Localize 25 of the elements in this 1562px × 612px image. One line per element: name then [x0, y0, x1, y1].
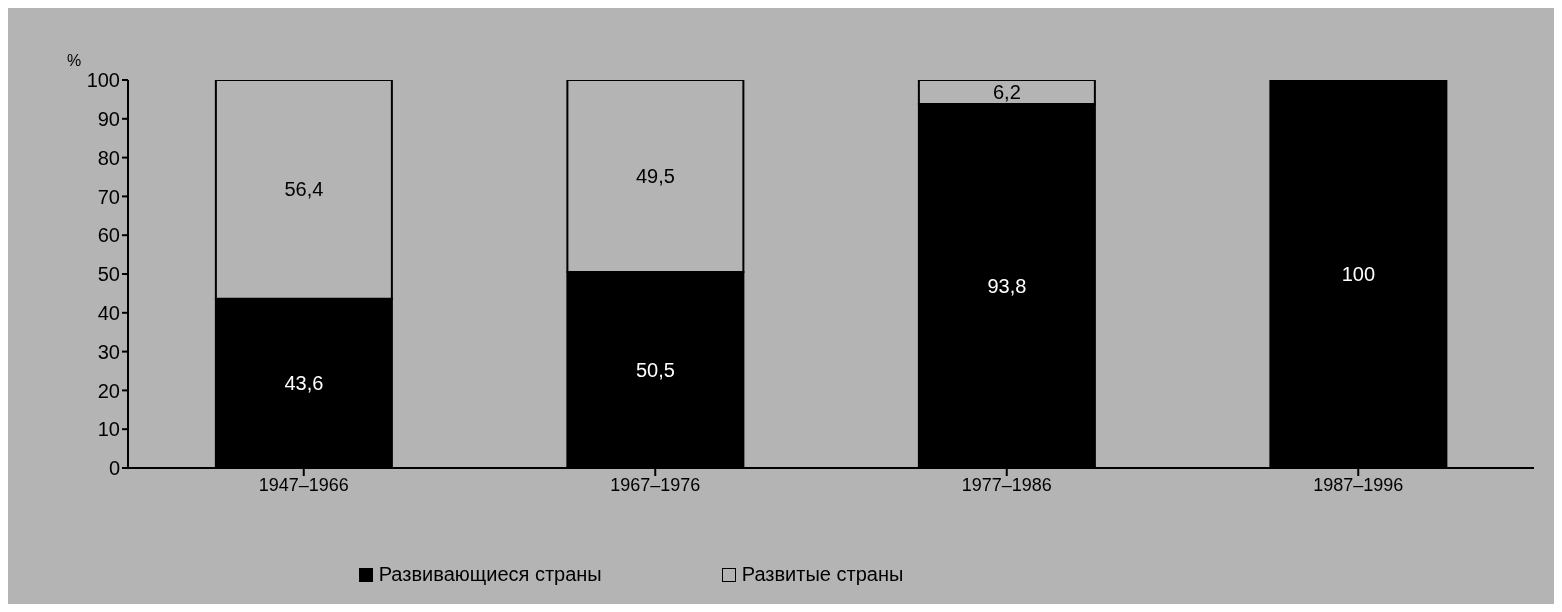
y-tick-label: 80	[97, 146, 120, 169]
y-tick-label: 70	[97, 185, 120, 208]
x-tick-label: 1967–1976	[610, 474, 701, 495]
x-tick-label: 1947–1966	[258, 474, 349, 495]
data-label: 49,5	[635, 165, 675, 188]
data-label: 43,6	[284, 372, 324, 395]
y-tick-label: 40	[97, 301, 120, 324]
legend-label: Развивающиеся страны	[377, 563, 602, 586]
x-tick-label: 1977–1986	[961, 474, 1052, 495]
data-label: 56,4	[284, 178, 324, 201]
y-tick-label: 30	[97, 340, 120, 363]
data-label: 50,5	[635, 359, 675, 382]
data-label: 93,8	[987, 275, 1027, 298]
y-tick-label: 100	[86, 69, 120, 92]
data-label: 100	[1341, 263, 1376, 285]
y-tick-label: 60	[97, 224, 120, 247]
legend-label: Развитые страны	[740, 563, 904, 586]
y-tick-label: 90	[97, 107, 120, 130]
data-label: 6,2	[992, 81, 1021, 104]
x-tick-label: 1987–1996	[1313, 474, 1404, 495]
y-tick-label: 0	[108, 457, 120, 480]
y-tick-label: 50	[97, 263, 120, 286]
y-tick-label: 20	[97, 379, 120, 402]
y-tick-label: 10	[97, 418, 120, 441]
y-axis-title: %	[66, 52, 82, 69]
